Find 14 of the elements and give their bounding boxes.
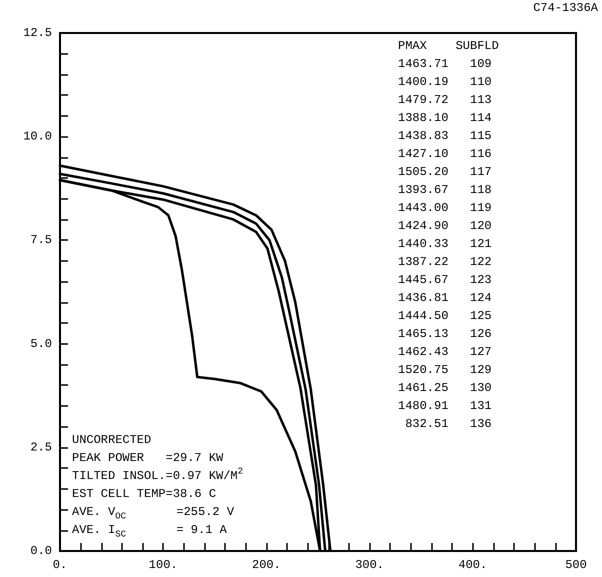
x-tick-label: 400. — [458, 558, 488, 572]
y-tick-label: 0.0 — [30, 544, 52, 558]
text: PMAX SUBFLD 1463.71 109 1400.19 110 1479.72 113 1388.10 114 1438.83 115 1427.10 116 1505.20 117 1393.67 118 1443.00 119 1424.90 120 1440.33 121 1387.22 122 1445.67 123 1436.81 124 1444.50 125 1465.13 126 1462.43 127 1520.75 129 1461.25 130 1480.91 131 832.51 136 — [398, 39, 499, 431]
x-tick-label: 0. — [52, 558, 68, 572]
x-tick-label: 500 — [565, 558, 587, 572]
y-tick-label: 2.5 — [30, 440, 52, 454]
x-tick-label: 100. — [148, 558, 178, 572]
y-tick-label: 10.0 — [23, 130, 52, 144]
y-tick-label: 7.5 — [30, 233, 52, 248]
y-tick-label: 5.0 — [30, 336, 52, 351]
y-tick-label: 12.5 — [23, 26, 52, 40]
text: C74-1336A — [533, 1, 599, 15]
x-tick-label: 200. — [252, 558, 281, 572]
x-tick-label: 300. — [355, 558, 384, 572]
